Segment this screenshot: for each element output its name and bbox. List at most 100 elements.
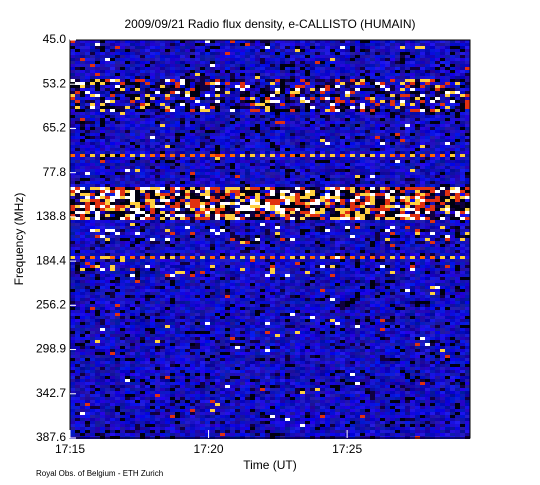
spectrogram-cell xyxy=(350,109,355,112)
spectrogram-cell xyxy=(160,85,165,88)
spectrogram-cell xyxy=(365,220,370,223)
spectrogram-cell xyxy=(260,124,265,127)
spectrogram-cell xyxy=(335,112,340,115)
spectrogram-cell xyxy=(290,85,295,88)
spectrogram-cell xyxy=(295,172,300,175)
spectrogram-cell xyxy=(105,226,110,229)
spectrogram-cell xyxy=(345,163,350,166)
spectrogram-cell xyxy=(175,184,180,187)
spectrogram-cell xyxy=(435,220,440,223)
spectrogram-cell xyxy=(270,214,275,217)
spectrogram-cell xyxy=(260,43,265,46)
spectrogram-cell xyxy=(140,100,145,103)
spectrogram-cell xyxy=(420,124,425,127)
spectrogram-cell xyxy=(425,55,430,58)
spectrogram-cell xyxy=(255,118,260,121)
spectrogram-cell xyxy=(130,82,135,85)
spectrogram-cell xyxy=(325,199,330,202)
spectrogram-cell xyxy=(250,106,255,109)
spectrogram-cell xyxy=(420,172,425,175)
spectrogram-cell xyxy=(325,73,330,76)
spectrogram-cell xyxy=(300,190,305,193)
spectrogram-cell xyxy=(315,121,320,124)
spectrogram-cell xyxy=(430,172,435,175)
spectrogram-cell xyxy=(380,154,385,157)
spectrogram-cell xyxy=(210,64,215,67)
spectrogram-cell xyxy=(445,109,450,112)
spectrogram-cell xyxy=(345,208,350,211)
spectrogram-cell xyxy=(210,145,215,148)
spectrogram-cell xyxy=(460,103,465,106)
spectrogram-cell xyxy=(325,40,330,43)
spectrogram-cell xyxy=(165,205,170,208)
spectrogram-cell xyxy=(325,184,330,187)
spectrogram-cell xyxy=(375,49,380,52)
spectrogram-cell xyxy=(130,193,135,196)
spectrogram-cell xyxy=(150,82,155,85)
spectrogram-cell xyxy=(170,82,175,85)
spectrogram-cell xyxy=(275,70,280,73)
spectrogram-cell xyxy=(150,190,155,193)
spectrogram-cell xyxy=(165,64,170,67)
spectrogram-cell xyxy=(165,145,170,148)
spectrogram-cell xyxy=(310,136,315,139)
spectrogram-cell xyxy=(130,130,135,133)
spectrogram-cell xyxy=(160,139,165,142)
spectrogram-cell xyxy=(395,169,400,172)
spectrogram-cell xyxy=(280,142,285,145)
spectrogram-cell xyxy=(345,184,350,187)
spectrogram-cell xyxy=(245,40,250,43)
spectrogram-cell xyxy=(205,193,210,196)
spectrogram-cell xyxy=(425,52,430,55)
spectrogram-cell xyxy=(460,79,465,82)
spectrogram-cell xyxy=(360,178,365,181)
spectrogram-cell xyxy=(465,76,470,79)
spectrogram-cell xyxy=(275,73,280,76)
spectrogram-cell xyxy=(350,73,355,76)
spectrogram-cell xyxy=(435,49,440,52)
spectrogram-cell xyxy=(435,109,440,112)
spectrogram-cell xyxy=(400,214,405,217)
spectrogram-cell xyxy=(270,82,275,85)
spectrogram-cell xyxy=(325,58,330,61)
spectrogram-cell xyxy=(265,154,270,157)
spectrogram-cell xyxy=(305,61,310,64)
spectrogram-cell xyxy=(380,124,385,127)
spectrogram-cell xyxy=(205,112,210,115)
spectrogram-cell xyxy=(425,214,430,217)
spectrogram-cell xyxy=(265,136,270,139)
spectrogram-cell xyxy=(300,127,305,130)
spectrogram-cell xyxy=(175,67,180,70)
spectrogram-cell xyxy=(260,91,265,94)
spectrogram-cell xyxy=(220,70,225,73)
spectrogram-cell xyxy=(225,217,230,220)
spectrogram-cell xyxy=(180,193,185,196)
spectrogram-cell xyxy=(320,187,325,190)
spectrogram-cell xyxy=(85,82,90,85)
spectrogram-cell xyxy=(455,133,460,136)
spectrogram-cell xyxy=(385,106,390,109)
spectrogram-cell xyxy=(335,214,340,217)
spectrogram-cell xyxy=(180,220,185,223)
spectrogram-cell xyxy=(400,178,405,181)
spectrogram-cell xyxy=(135,145,140,148)
spectrogram-cell xyxy=(205,91,210,94)
spectrogram-cell xyxy=(355,52,360,55)
spectrogram-cell xyxy=(385,73,390,76)
spectrogram-cell xyxy=(435,100,440,103)
spectrogram-cell xyxy=(355,73,360,76)
spectrogram-cell xyxy=(380,85,385,88)
spectrogram-cell xyxy=(450,67,455,70)
spectrogram-cell xyxy=(115,103,120,106)
spectrogram-cell xyxy=(450,148,455,151)
spectrogram-cell xyxy=(180,130,185,133)
spectrogram-cell xyxy=(210,193,215,196)
spectrogram-cell xyxy=(110,196,115,199)
spectrogram-cell xyxy=(160,184,165,187)
spectrogram-cell xyxy=(250,100,255,103)
spectrogram-cell xyxy=(110,142,115,145)
spectrogram-cell xyxy=(295,142,300,145)
spectrogram-cell xyxy=(310,184,315,187)
spectrogram-cell xyxy=(175,196,180,199)
spectrogram-cell xyxy=(255,61,260,64)
